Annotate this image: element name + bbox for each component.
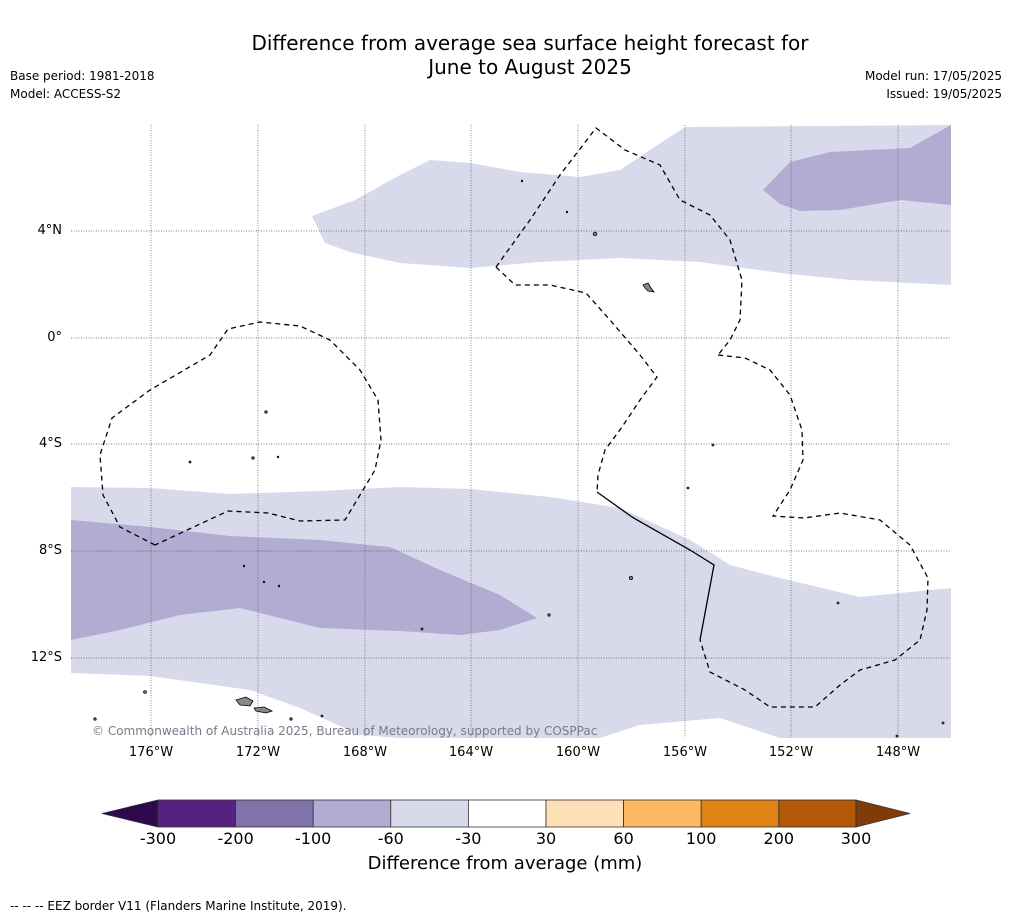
island-marker	[711, 443, 715, 447]
lon-label-152w: 152°W	[768, 745, 814, 760]
anomaly-region-south-dark	[71, 520, 537, 640]
island-marker	[520, 179, 524, 183]
base-period: Base period: 1981-2018	[10, 69, 155, 83]
title-line-1: Difference from average sea surface heig…	[251, 31, 809, 55]
eez-border-solid-segment	[596, 491, 715, 641]
eez-footnote: -- -- -- EEZ border V11 (Flanders Marine…	[10, 899, 347, 913]
island-marker	[547, 613, 551, 617]
island-marker	[592, 231, 598, 237]
issued-date: Issued: 19/05/2025	[886, 87, 1002, 101]
lon-label-156w: 156°W	[662, 745, 708, 760]
island-kiritimati	[642, 282, 655, 293]
island-marker	[565, 210, 569, 214]
eez-border-solid-line	[596, 491, 715, 641]
colorbar-tick: -200	[217, 829, 254, 848]
lat-label-4n: 4°N	[37, 223, 63, 238]
meta-left: Base period: 1981-2018 Model: ACCESS-S2	[10, 67, 155, 103]
island-marker	[895, 734, 899, 738]
colorbar-bin	[623, 799, 702, 828]
island-savaii	[235, 696, 254, 707]
eez-borders	[99, 127, 929, 708]
lat-label-0: 0°	[47, 330, 62, 345]
colorbar-extend-low	[101, 799, 159, 828]
anomaly-region-north-dark	[763, 125, 951, 211]
island-marker	[262, 580, 266, 584]
colorbar-bin	[700, 799, 780, 828]
island-marker	[264, 410, 268, 414]
island-marker	[276, 455, 280, 459]
lon-label-164w: 164°W	[448, 745, 494, 760]
island-marker	[941, 721, 945, 725]
colorbar-tick: -30	[455, 829, 482, 848]
island-marker	[143, 690, 147, 694]
island-marker	[242, 564, 246, 568]
colorbar-extend-high	[855, 799, 911, 828]
lon-label-148w: 148°W	[875, 745, 921, 760]
colorbar-tick: -60	[377, 829, 404, 848]
lon-label-160w: 160°W	[555, 745, 601, 760]
colorbar-tick: 200	[763, 829, 795, 848]
lat-label-8s: 8°S	[38, 543, 62, 558]
colorbar-bin	[467, 799, 547, 828]
colorbar-tick: 100	[685, 829, 717, 848]
lat-label-4s: 4°S	[38, 436, 62, 451]
colorbar	[101, 799, 911, 828]
lon-label-176w: 176°W	[128, 745, 174, 760]
colorbar-bin	[545, 799, 624, 828]
title-line-2: June to August 2025	[428, 55, 632, 79]
island-marker	[629, 576, 634, 581]
map-title: Difference from average sea surface heig…	[180, 31, 880, 79]
meta-right: Model run: 17/05/2025 Issued: 19/05/2025	[865, 67, 1002, 103]
lon-label-168w: 168°W	[342, 745, 388, 760]
colorbar-title: Difference from average (mm)	[367, 853, 643, 874]
island-marker	[420, 627, 424, 631]
island-marker	[320, 714, 324, 718]
colorbar-tick: -100	[295, 829, 332, 848]
lat-label-12s: 12°S	[30, 650, 62, 665]
island-marker	[289, 717, 293, 721]
eez-border-cook-islands	[699, 354, 929, 708]
lon-label-172w: 172°W	[235, 745, 281, 760]
eez-border-line-islands-north	[495, 127, 743, 356]
model-name: Model: ACCESS-S2	[10, 87, 122, 101]
island-marker	[188, 460, 192, 464]
islands	[93, 179, 945, 738]
colorbar-bin	[390, 799, 469, 828]
colorbar-bin	[312, 799, 392, 828]
colorbar-bin	[157, 799, 236, 828]
island-upolu	[253, 706, 274, 714]
island-marker	[686, 486, 690, 490]
island-marker	[93, 717, 97, 721]
copyright-notice: © Commonwealth of Australia 2025, Bureau…	[92, 724, 598, 738]
eez-border-line-islands-mid	[495, 266, 658, 493]
colorbar-tick: 300	[840, 829, 872, 848]
anomaly-fields	[71, 125, 951, 738]
colorbar-tick: 30	[535, 829, 557, 848]
colorbar-tick: 60	[613, 829, 634, 848]
island-marker	[277, 584, 281, 588]
colorbar-tick: -300	[139, 829, 177, 848]
eez-border-tokelau-phoenix	[99, 321, 382, 546]
colorbar-bin	[778, 799, 857, 828]
island-marker	[836, 601, 840, 605]
model-run: Model run: 17/05/2025	[864, 69, 1002, 83]
gridlines	[71, 125, 951, 738]
island-marker	[251, 456, 255, 460]
colorbar-bin	[235, 799, 314, 828]
